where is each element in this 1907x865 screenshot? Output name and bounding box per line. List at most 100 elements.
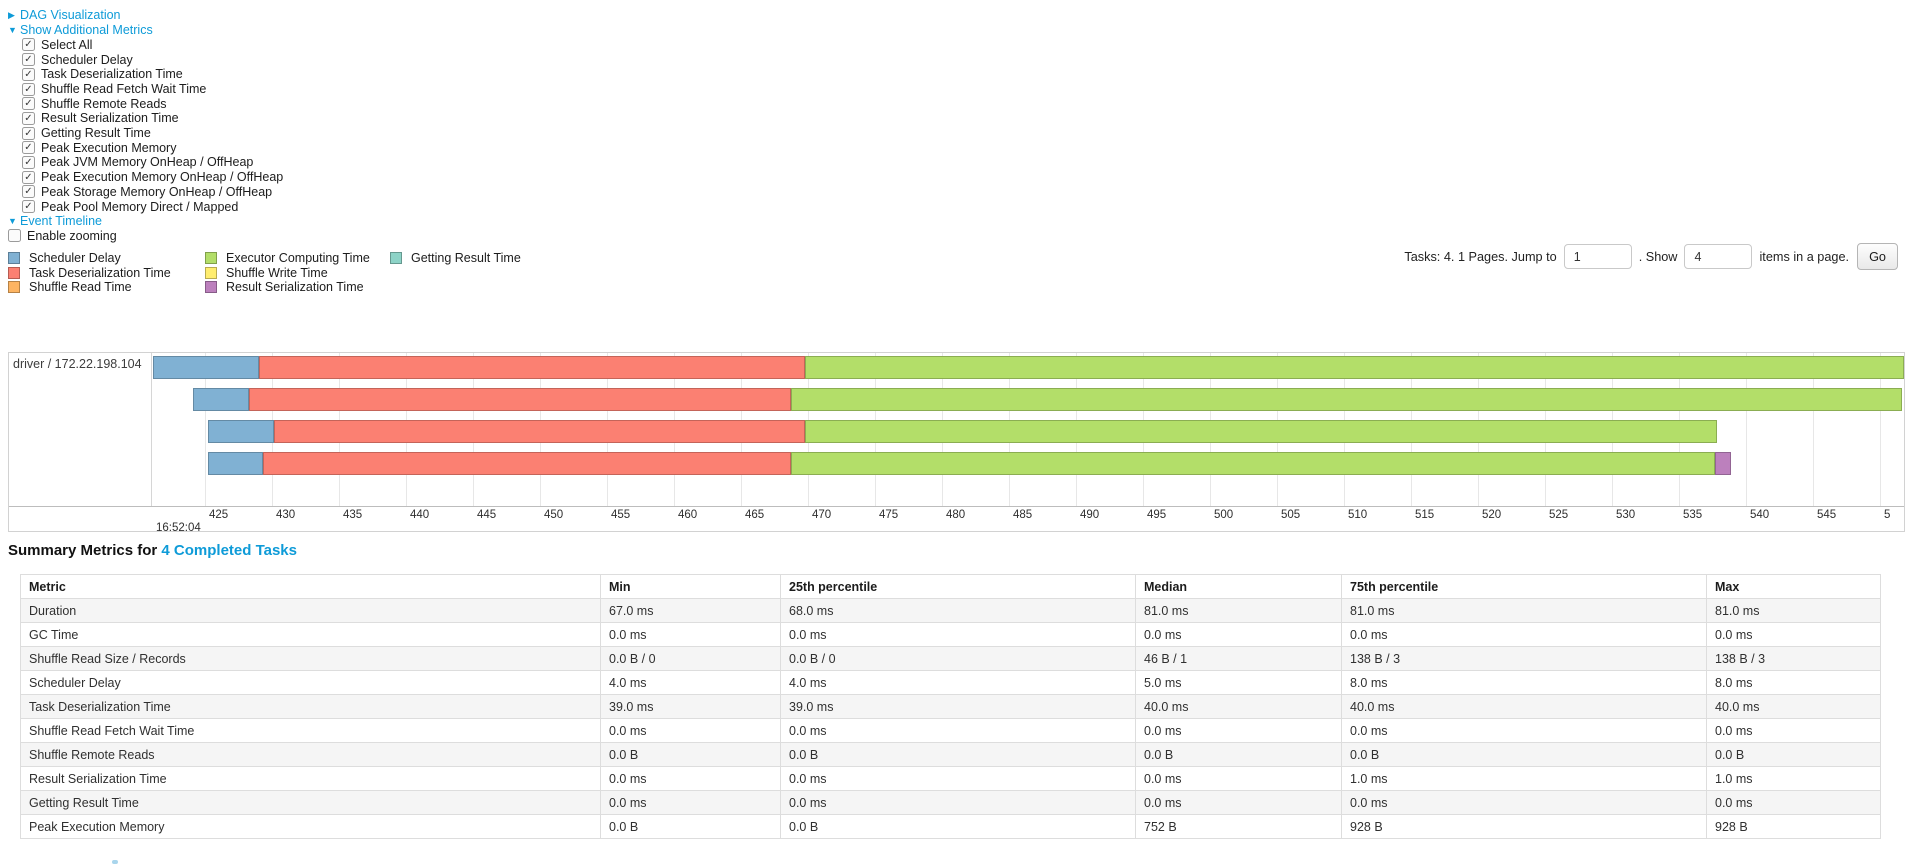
timeline-legend-col-2: Executor Computing Time Shuffle Write Tim… <box>205 250 370 294</box>
summary-table-cell: 0.0 B <box>1135 742 1342 767</box>
clipped-next-section-sliver <box>112 860 118 864</box>
items-in-page-label: items in a page. <box>1759 249 1850 264</box>
checkbox-icon: ✓ <box>22 155 35 169</box>
event-timeline-toggle[interactable]: ▼ Event Timeline <box>8 214 1907 229</box>
executor-computing-bar-segment <box>791 388 1902 411</box>
summary-table-cell: 0.0 ms <box>600 766 781 791</box>
summary-table-cell: 5.0 ms <box>1135 670 1342 695</box>
timeline-tick-label: 475 <box>879 509 899 521</box>
completed-tasks-link[interactable]: 4 Completed Tasks <box>161 542 297 559</box>
metric-checkbox-label: Select All <box>41 37 93 52</box>
metric-checkbox-scheduler-delay[interactable]: ✓ Scheduler Delay <box>22 52 1907 67</box>
task-bar-row <box>9 356 1904 379</box>
summary-table-cell: 4.0 ms <box>780 670 1136 695</box>
metric-checkbox-peak-pool-memory-direct-mapped[interactable]: ✓ Peak Pool Memory Direct / Mapped <box>22 199 1907 214</box>
summary-table-row: Shuffle Read Size / Records 0.0 B / 0 0.0 … <box>20 646 1881 671</box>
summary-column-header: Min <box>600 574 781 599</box>
summary-table-cell: 0.0 ms <box>780 622 1136 647</box>
timeline-tick-label: 495 <box>1147 509 1167 521</box>
metric-checkbox-select-all[interactable]: ✓ Select All <box>22 38 1907 53</box>
task-deserialization-bar-segment <box>259 356 805 379</box>
summary-table-cell: Task Deserialization Time <box>20 694 601 719</box>
metric-checkbox-task-deserialization-time[interactable]: ✓ Task Deserialization Time <box>22 67 1907 82</box>
summary-metrics-title-text: Summary Metrics for <box>8 542 162 559</box>
metric-checkbox-label: Getting Result Time <box>41 126 151 141</box>
summary-table-header-row: Metric Min 25th percentile Median 75th perce… <box>20 574 1881 599</box>
metric-checkbox-label: Scheduler Delay <box>41 52 133 67</box>
checkbox-icon: ✓ <box>22 126 35 140</box>
timeline-tick-label: 530 <box>1616 509 1636 521</box>
timeline-gridline <box>1746 353 1747 506</box>
metric-checkbox-peak-storage-memory-onheap-offheap[interactable]: ✓ Peak Storage Memory OnHeap / OffHeap <box>22 184 1907 199</box>
checkbox-icon: ✓ <box>22 185 35 199</box>
items-per-page-input[interactable] <box>1684 244 1753 270</box>
timeline-tick-label: 535 <box>1683 509 1703 521</box>
summary-metrics-table: Metric Min 25th percentile Median 75th perce… <box>20 574 1881 839</box>
timeline-tick-label: 490 <box>1080 509 1100 521</box>
metric-checkbox-shuffle-remote-reads[interactable]: ✓ Shuffle Remote Reads <box>22 96 1907 111</box>
timeline-tick-label: 525 <box>1549 509 1569 521</box>
summary-table-row: Getting Result Time 0.0 ms 0.0 ms 0.0 ms 0.0… <box>20 790 1881 815</box>
summary-table-cell: 40.0 ms <box>1706 694 1881 719</box>
summary-table-cell: 40.0 ms <box>1135 694 1342 719</box>
metric-checkbox-shuffle-read-fetch-wait-time[interactable]: ✓ Shuffle Read Fetch Wait Time <box>22 82 1907 97</box>
summary-column-header: Median <box>1135 574 1342 599</box>
result-serialization-swatch-icon <box>205 281 217 294</box>
summary-table-cell: 0.0 ms <box>1135 790 1342 815</box>
executor-computing-swatch-icon <box>205 251 217 264</box>
summary-table-cell: 0.0 ms <box>1135 718 1342 743</box>
metric-checkbox-peak-jvm-memory-onheap-offheap[interactable]: ✓ Peak JVM Memory OnHeap / OffHeap <box>22 155 1907 170</box>
executor-computing-bar-segment <box>805 420 1717 443</box>
metric-checkbox-label: Peak Storage Memory OnHeap / OffHeap <box>41 184 273 199</box>
dag-visualization-toggle[interactable]: ▶ DAG Visualization <box>8 8 1907 23</box>
summary-table-cell: 138 B / 3 <box>1706 646 1881 671</box>
metric-checkbox-label: Peak Execution Memory OnHeap / OffHeap <box>41 170 284 185</box>
timeline-tick-label: 435 <box>343 509 363 521</box>
summary-table-cell: 0.0 B <box>600 814 781 839</box>
event-timeline-link[interactable]: Event Timeline <box>20 214 102 229</box>
getting-result-swatch-icon <box>390 251 402 264</box>
summary-table-cell: 138 B / 3 <box>1341 646 1707 671</box>
summary-table-cell: 81.0 ms <box>1341 598 1707 623</box>
timeline-tick-label: 455 <box>611 509 631 521</box>
executor-computing-bar-segment <box>791 452 1715 475</box>
legend-item: Shuffle Read Time <box>8 280 171 295</box>
metric-checkbox-label: Result Serialization Time <box>41 111 179 126</box>
metric-checkbox-peak-execution-memory-onheap-offheap[interactable]: ✓ Peak Execution Memory OnHeap / OffHeap <box>22 170 1907 185</box>
summary-table-cell: 0.0 B / 0 <box>600 646 781 671</box>
summary-table-cell: 0.0 ms <box>1341 718 1707 743</box>
metric-checkbox-getting-result-time[interactable]: ✓ Getting Result Time <box>22 126 1907 141</box>
dag-visualization-link[interactable]: DAG Visualization <box>20 8 121 23</box>
metric-checkbox-label: Peak JVM Memory OnHeap / OffHeap <box>41 155 254 170</box>
show-additional-metrics-link[interactable]: Show Additional Metrics <box>20 23 153 38</box>
shuffle-read-swatch-icon <box>8 281 20 294</box>
go-button[interactable]: Go <box>1857 243 1898 271</box>
legend-item: Executor Computing Time <box>205 250 370 265</box>
timeline-tick-label: 515 <box>1415 509 1435 521</box>
summary-table-row: Task Deserialization Time 39.0 ms 39.0 ms 4… <box>20 694 1881 719</box>
metric-checkbox-result-serialization-time[interactable]: ✓ Result Serialization Time <box>22 111 1907 126</box>
timeline-tick-label: 470 <box>812 509 832 521</box>
summary-table-cell: 8.0 ms <box>1341 670 1707 695</box>
summary-table-row: Scheduler Delay 4.0 ms 4.0 ms 5.0 ms 8.0 ms 8… <box>20 670 1881 695</box>
summary-table-row: Shuffle Remote Reads 0.0 B 0.0 B 0.0 B 0.0 B… <box>20 742 1881 767</box>
jump-to-page-input[interactable] <box>1563 244 1632 270</box>
checkbox-icon: ✓ <box>22 67 35 81</box>
summary-table-cell: 752 B <box>1135 814 1342 839</box>
summary-table-row: GC Time 0.0 ms 0.0 ms 0.0 ms 0.0 ms 0.0 ms <box>20 622 1881 647</box>
summary-table-cell: 0.0 ms <box>1135 622 1342 647</box>
metric-checkbox-label: Task Deserialization Time <box>41 67 183 82</box>
timeline-tick-label: 540 <box>1750 509 1770 521</box>
summary-table-cell: 0.0 ms <box>600 718 781 743</box>
metric-checkbox-peak-execution-memory[interactable]: ✓ Peak Execution Memory <box>22 140 1907 155</box>
show-additional-metrics-toggle[interactable]: ▼ Show Additional Metrics <box>8 23 1907 38</box>
enable-zooming-checkbox[interactable]: Enable zooming <box>8 229 1907 244</box>
scheduler-delay-bar-segment <box>193 388 249 411</box>
task-bar-row <box>9 420 1904 443</box>
metric-checkbox-label: Shuffle Read Fetch Wait Time <box>41 82 207 96</box>
timeline-tick-label: 5 <box>1884 509 1891 521</box>
task-bar-row <box>9 388 1904 411</box>
summary-table-cell: 0.0 ms <box>1341 790 1707 815</box>
summary-table-cell: 0.0 B <box>600 742 781 767</box>
timeline-label-separator <box>151 353 152 506</box>
